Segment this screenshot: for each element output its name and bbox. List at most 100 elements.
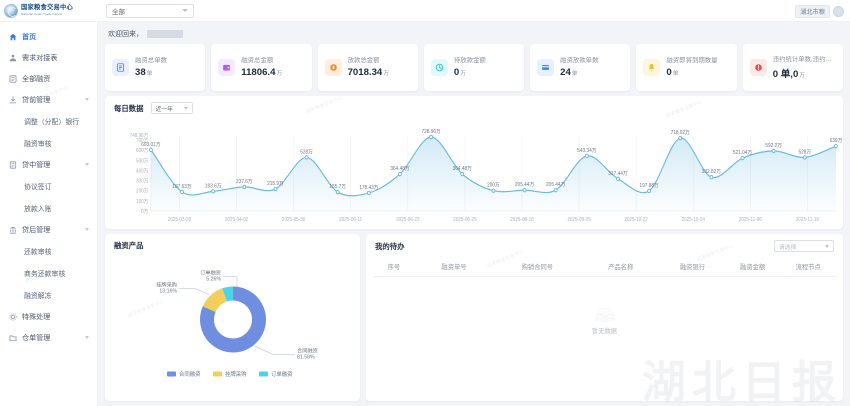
kpi-card-1[interactable]: 融资总金额 11806.4万 xyxy=(211,44,312,91)
svg-text:592.2万: 592.2万 xyxy=(765,143,782,149)
sidebar-item-12[interactable]: 融资解冻 xyxy=(0,284,97,306)
svg-text:2025-06-11: 2025-06-11 xyxy=(339,217,362,223)
kpi-value: 0 单,0万 xyxy=(772,68,806,80)
kpi-text: 待放款金额 0万 xyxy=(454,57,486,78)
handshake-icon xyxy=(9,54,17,62)
chevron-down-icon[interactable] xyxy=(85,336,89,339)
todo-filter-select[interactable]: 请选择 xyxy=(774,240,834,252)
my-todo-title: 我的待办 xyxy=(375,241,405,251)
date-range-select[interactable]: 近一年 xyxy=(150,102,193,114)
sidebar-item-label: 调整（分配）银行 xyxy=(24,119,80,126)
org-select[interactable]: 全部 xyxy=(106,3,194,18)
kpi-label: 融资放款单数 xyxy=(560,57,599,64)
svg-text:2025-04-02: 2025-04-02 xyxy=(225,217,249,223)
financing-product-title: 融资产品 xyxy=(114,241,144,250)
kpi-card-2[interactable]: 放款总金额 7018.34万 xyxy=(317,44,418,91)
sidebar-item-10[interactable]: 还款审核 xyxy=(0,240,97,262)
sidebar-item-5[interactable]: 融资审核 xyxy=(0,132,97,154)
empty-state: 暂无数据 xyxy=(366,306,843,335)
sidebar-item-6[interactable]: 贷中管理 xyxy=(0,154,97,175)
sidebar-item-label: 协议签订 xyxy=(24,184,52,191)
empty-state-text: 暂无数据 xyxy=(591,328,618,335)
sidebar-item-4[interactable]: 调整（分配）银行 xyxy=(0,110,97,132)
kpi-card-3[interactable]: 待放款金额 0万 xyxy=(423,44,525,91)
sidebar-item-9[interactable]: 贷后管理 xyxy=(0,219,97,240)
bottom-row: 融资产品 合同融资 81.58% 挂牌采购 13.16% 订单融资 5.26% 合同融资 挂牌… xyxy=(105,234,843,406)
sidebar-item-label: 商务还款审核 xyxy=(24,271,66,278)
svg-text:2025-11-06: 2025-11-06 xyxy=(739,217,762,223)
chevron-down-icon[interactable] xyxy=(85,98,89,101)
chevron-down-icon[interactable] xyxy=(85,228,89,231)
sidebar-item-label: 融资解冻 xyxy=(24,293,52,300)
kpi-card-row: 融资总单数 38单 融资总金额 11806.4万 放款总金额 7018.34万 待放款金额 0… xyxy=(105,44,843,91)
org-select-value: 全部 xyxy=(112,8,125,16)
kpi-card-4[interactable]: 融资放款单数 24单 xyxy=(530,44,631,91)
svg-text:237.6万: 237.6万 xyxy=(236,179,253,185)
sidebar-item-7[interactable]: 协议签订 xyxy=(0,175,97,197)
sidebar-item-1[interactable]: 需求对接表 xyxy=(0,47,97,68)
sidebar-item-label: 融资审核 xyxy=(24,141,52,148)
sidebar-item-8[interactable]: 放款入账 xyxy=(0,197,97,219)
kpi-unit: 万 xyxy=(460,71,466,77)
svg-text:2025-10-24: 2025-10-24 xyxy=(682,217,706,223)
sidebar-item-14[interactable]: 仓单管理 xyxy=(0,327,97,348)
svg-text:205.44万: 205.44万 xyxy=(515,182,534,188)
svg-text:500万: 500万 xyxy=(136,158,148,164)
kpi-card-5[interactable]: 融资即将到期数量 0单 xyxy=(636,44,737,91)
svg-text:185.7万: 185.7万 xyxy=(329,184,346,190)
svg-text:193.6万: 193.6万 xyxy=(205,183,222,189)
todo-col-2: 购销合同号 xyxy=(493,257,582,277)
sidebar-item-3[interactable]: 贷前管理 xyxy=(0,89,97,110)
sidebar-item-label: 需求对接表 xyxy=(22,53,58,62)
sidebar-item-0[interactable]: 首页 xyxy=(0,26,97,47)
todo-col-6: 流程节点 xyxy=(780,257,836,277)
empty-box-icon xyxy=(593,308,616,323)
username-redacted xyxy=(147,29,183,38)
kpi-card-0[interactable]: 融资总单数 38单 xyxy=(105,44,206,91)
svg-text:364.48万: 364.48万 xyxy=(390,166,409,172)
svg-text:718.92万: 718.92万 xyxy=(671,130,690,136)
kpi-text: 融资总金额 11806.4万 xyxy=(241,57,282,78)
sidebar-item-label: 贷中管理 xyxy=(22,160,51,169)
kpi-label: 融资总单数 xyxy=(135,57,167,64)
svg-text:2025-05-30: 2025-05-30 xyxy=(282,217,306,223)
kpi-label: 放款总金额 xyxy=(347,57,380,64)
todo-col-4: 融资银行 xyxy=(660,257,725,277)
kpi-value: 0单 xyxy=(666,67,679,78)
svg-text:81.58%: 81.58% xyxy=(297,355,315,361)
sidebar-item-2[interactable]: 全部融资 xyxy=(0,68,97,89)
brand-logo[interactable]: 国家粮食交易中心 National Grain Trade Center xyxy=(4,3,100,18)
coin-icon xyxy=(324,59,342,76)
grain-center-logo-icon xyxy=(4,3,18,18)
download-icon xyxy=(9,95,17,104)
svg-text:13.16%: 13.16% xyxy=(159,289,177,295)
welcome-text: 欢迎回来， xyxy=(108,30,143,38)
sidebar-item-label: 仓单管理 xyxy=(22,333,51,342)
welcome-banner: 欢迎回来， xyxy=(105,28,843,39)
svg-text:2025-11-18: 2025-11-18 xyxy=(796,217,819,223)
kpi-unit: 万 xyxy=(383,71,390,77)
avatar[interactable] xyxy=(833,6,844,17)
svg-text:728.96万: 728.96万 xyxy=(421,129,440,135)
svg-text:2025-06-23: 2025-06-23 xyxy=(396,217,420,223)
financing-product-header: 融资产品 xyxy=(105,234,360,252)
sidebar-item-11[interactable]: 商务还款审核 xyxy=(0,262,97,284)
brand-name-en: National Grain Trade Center xyxy=(21,11,63,16)
todo-col-0: 序号 xyxy=(373,257,415,277)
my-todo-panel: 我的待办 请选择 序号 融资单号 购销合同号 产品名称 融资银行 融资金额 流程节点 xyxy=(366,234,843,401)
my-todo-header: 我的待办 请选择 xyxy=(366,234,843,255)
clock-icon xyxy=(430,59,448,76)
kpi-unit: 单 xyxy=(146,71,153,77)
svg-text:2025-08-18: 2025-08-18 xyxy=(510,217,534,223)
todo-col-3: 产品名称 xyxy=(581,257,661,277)
bell-icon xyxy=(643,59,661,76)
sidebar-item-13[interactable]: 特殊处理 xyxy=(0,306,97,327)
chevron-down-icon xyxy=(825,244,829,248)
svg-text:521.04万: 521.04万 xyxy=(733,150,752,156)
chevron-down-icon[interactable] xyxy=(85,163,89,166)
home-icon xyxy=(9,33,17,41)
kpi-card-6[interactable]: 违约统计单数,违约金额 0 单,0万 xyxy=(742,44,843,91)
svg-text:178.43万: 178.43万 xyxy=(359,185,378,191)
